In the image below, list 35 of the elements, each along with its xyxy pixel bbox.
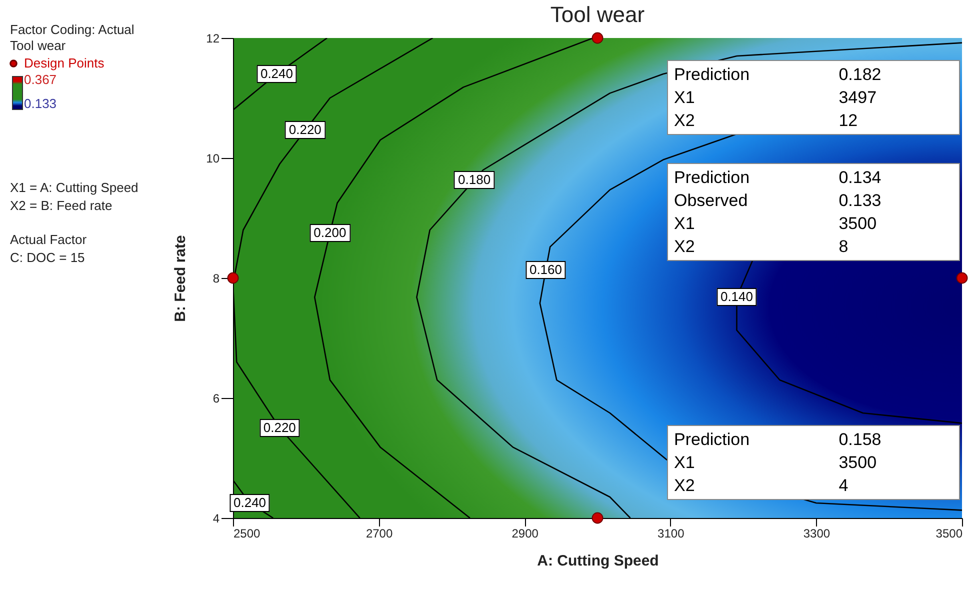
annotation: Observed 0.133 [674,191,882,210]
annotation: Prediction 0.134 [674,168,882,187]
text: X1 = A: Cutting Speed [10,180,138,195]
annotation: X1 3500 [674,453,877,472]
text: 0.367 [24,72,57,87]
annotation: X2 4 [674,476,848,495]
annotation: Prediction 0.182 [674,65,882,84]
annotation: X2 12 [674,111,858,130]
x-tick-label: 2500 [234,526,261,540]
y-tick-label: 12 [206,32,220,46]
x-tick-label: 3100 [658,526,685,540]
x-tick-label: 2900 [512,526,539,540]
callout-box: Prediction 0.158 X1 3500 X2 4 [667,425,960,500]
legend-label: Design Points [24,56,105,70]
y-tick-label: 6 [212,392,220,406]
text: Actual Factor [10,232,87,247]
x-tick-label: 2700 [366,526,393,540]
annotation: X1 3500 [674,214,877,233]
text: Tool wear [10,38,66,53]
text: X2 = B: Feed rate [10,198,112,213]
x-axis-title: A: Cutting Speed [537,552,659,570]
text: C: DOC = 15 [10,250,85,265]
x-tick-label: 3500 [936,526,963,540]
x-tick-label: 3300 [803,526,830,540]
annotation: X2 8 [674,237,848,256]
callout-box: Prediction 0.182 X1 3497 X2 12 [667,60,960,135]
y-axis-title: B: Feed rate [172,235,190,322]
annotation: Prediction 0.158 [674,430,882,449]
annotation: X1 3497 [674,88,877,107]
text: 0.133 [24,96,57,111]
text: Factor Coding: Actual [10,22,134,37]
y-tick-label: 8 [212,272,220,286]
y-tick-label: 4 [212,512,220,526]
chart-title: Tool wear [550,2,645,27]
y-tick-label: 10 [206,152,220,166]
